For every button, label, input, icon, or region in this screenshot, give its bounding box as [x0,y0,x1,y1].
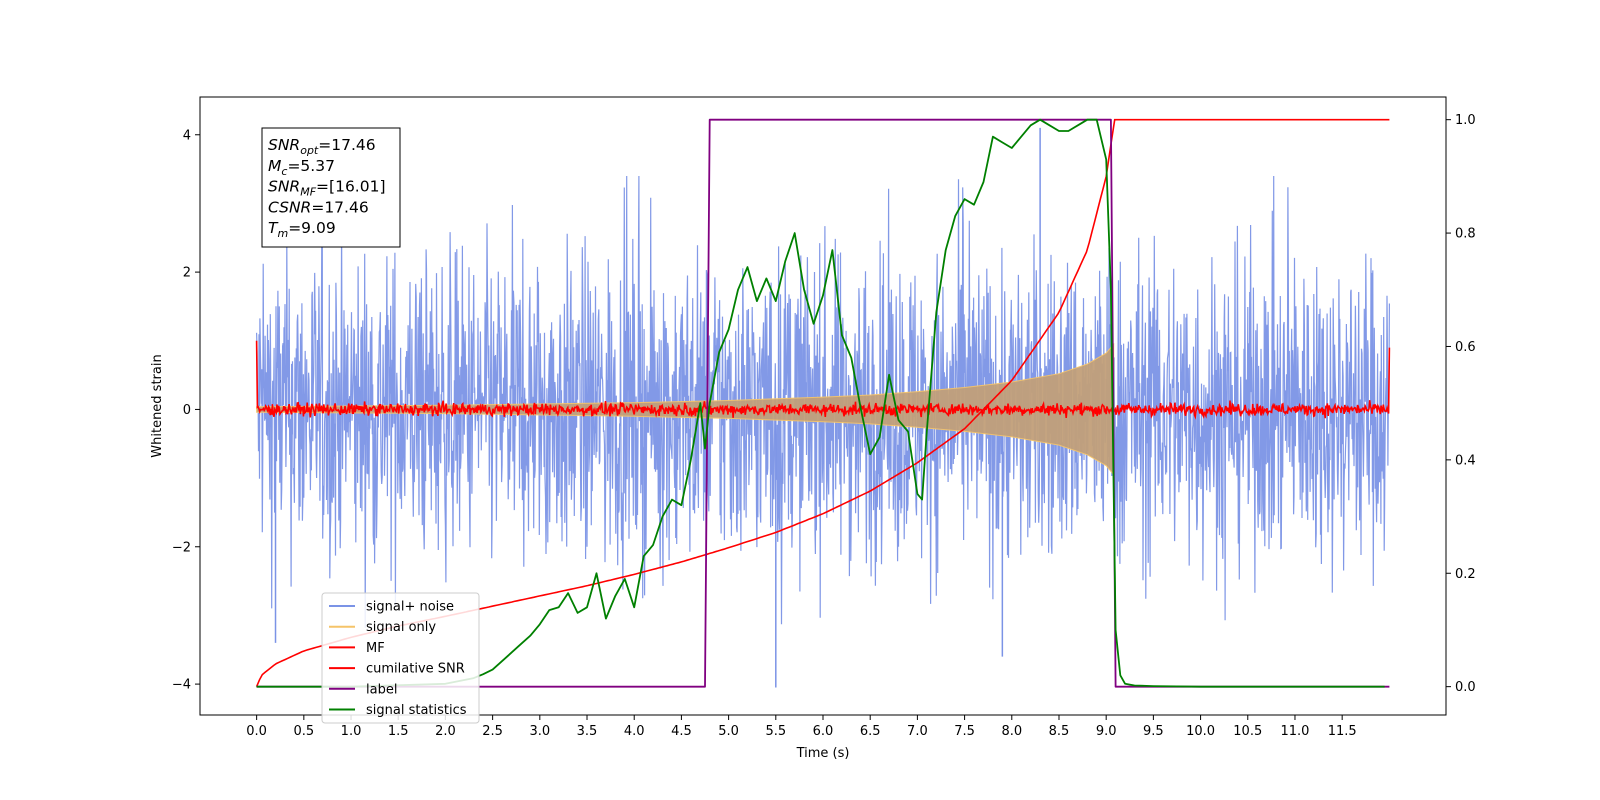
series-layer [255,118,1391,688]
x-tick-label: 5.5 [765,724,786,739]
annotation-frame [261,127,401,248]
annotation-value: =5.37 [287,157,335,175]
x-tick-label: 8.0 [1001,724,1022,739]
y-axis-label-left: Whitened strain [150,354,165,457]
y-left-tick-label: 0 [183,403,191,418]
annotation-symbol: SNR [268,178,300,196]
legend-frame [321,592,480,724]
series-mf [255,340,1391,420]
x-tick-label: 6.5 [860,724,881,739]
annotation-box: SNRopt=17.46Mc=5.37SNRMF=[16.01]CSNR=17.… [261,127,401,248]
x-tick-label: 3.0 [529,724,550,739]
legend-label-2: MF [366,641,385,656]
x-tick-label: 11.0 [1280,724,1309,739]
annotation-line-2: SNRMF=[16.01] [268,178,386,199]
legend-label-4: label [366,682,397,697]
x-tick-label: 8.5 [1049,724,1070,739]
x-tick-label: 11.5 [1328,724,1357,739]
x-tick-label: 7.5 [954,724,975,739]
annotation-symbol: CSNR [268,198,311,216]
y-right-tick-label: 0.0 [1455,680,1476,695]
x-tick-label: 2.0 [435,724,456,739]
y-right-tick-label: 0.6 [1455,340,1476,355]
x-tick-label: 4.5 [671,724,692,739]
series-signal-statistics [256,118,1385,688]
x-tick-label: 6.0 [813,724,834,739]
annotation-subscript: opt [300,144,319,157]
annotation-subscript: m [277,227,288,240]
x-axis-label: Time (s) [796,746,850,761]
x-tick-label: 4.0 [624,724,645,739]
y-right-tick-label: 0.8 [1455,227,1476,242]
annotation-subscript: c [281,165,287,178]
y-left-tick-label: 2 [183,266,191,281]
y-left-tick-label: −4 [172,678,191,693]
x-tick-label: 1.0 [341,724,362,739]
annotation-symbol: M [268,157,281,175]
annotation-line-1: Mc=5.37 [268,157,335,178]
legend-label-0: signal+ noise [366,600,454,615]
x-tick-label: 0.0 [246,724,267,739]
annotation-line-3: CSNR=17.46 [268,198,369,216]
y-right-tick-label: 0.4 [1455,453,1476,468]
annotation-line-4: Tm=9.09 [268,219,336,240]
annotation-value: =17.46 [311,198,368,216]
annotation-symbol: SNR [268,136,300,154]
y-right-tick-label: 1.0 [1455,113,1476,128]
annotation-subscript: MF [300,186,316,199]
annotation-line-0: SNRopt=17.46 [268,136,376,157]
y-right-tick-label: 0.2 [1455,567,1476,582]
x-tick-label: 1.5 [388,724,409,739]
x-tick-label: 9.0 [1096,724,1117,739]
legend-label-3: cumilative SNR [366,662,465,677]
x-tick-label: 2.5 [482,724,503,739]
x-tick-label: 10.5 [1233,724,1262,739]
y-left-tick-label: −2 [172,540,191,555]
x-tick-label: 3.5 [577,724,598,739]
annotation-value: =9.09 [288,219,336,237]
x-tick-label: 0.5 [293,724,314,739]
x-tick-label: 9.5 [1143,724,1164,739]
y-left-tick-label: 4 [183,128,191,143]
legend-label-1: signal only [366,620,436,635]
legend: signal+ noise signal only MF cumilative SNR… [321,592,480,724]
ticks-layer: 0.0 0.5 1.0 1.5 2.0 2.5 3.0 3.5 4.0 4.5 5.0 5.5 6.0 6… [172,113,1476,739]
legend-label-5: signal statistics [366,703,467,718]
x-tick-label: 10.0 [1186,724,1215,739]
annotation-value: =[16.01] [316,178,385,196]
annotation-value: =17.46 [318,136,375,154]
plot-area [255,118,1391,688]
x-tick-label: 7.0 [907,724,928,739]
annotation-symbol: T [268,219,279,237]
x-tick-label: 5.0 [718,724,739,739]
series-signal-noise [256,175,1390,628]
